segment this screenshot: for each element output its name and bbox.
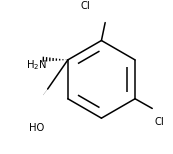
Text: H$_2$N: H$_2$N — [26, 58, 47, 72]
Text: Cl: Cl — [81, 1, 91, 11]
Text: HO: HO — [29, 123, 44, 133]
Text: Cl: Cl — [154, 117, 164, 127]
